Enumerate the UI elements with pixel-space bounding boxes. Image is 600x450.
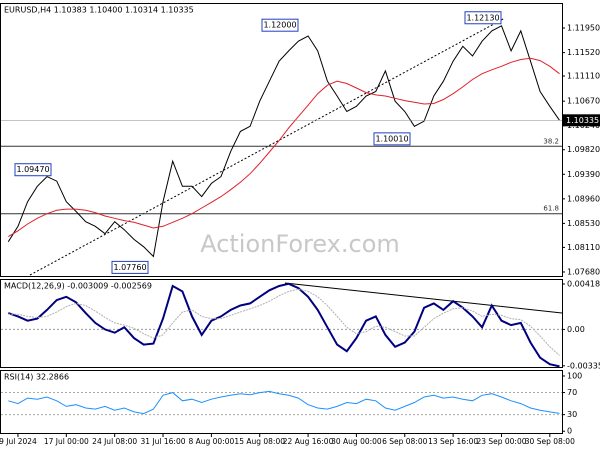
y-tick-label: 100 [567, 371, 582, 380]
x-tick-label: 15 Aug 08:00 [234, 437, 285, 446]
annotation-label: 1.07760 [113, 263, 146, 272]
y-tick-label: 1.11520 [567, 48, 600, 57]
x-tick-label: 24 Jul 08:00 [92, 437, 137, 446]
x-tick-label: 9 Jul 2024 [0, 437, 37, 446]
rsi-panel [0, 370, 563, 434]
series-line [8, 57, 560, 238]
y-tick-label: 30 [567, 410, 577, 419]
annotation-box [111, 260, 149, 274]
y-tick-label: 1.10670 [567, 97, 600, 106]
price-panel [0, 3, 563, 277]
x-tick-label: 31 Jul 16:00 [141, 437, 186, 446]
y-tick-label: 1.08530 [567, 219, 600, 228]
level-label: 38.2 [543, 137, 559, 145]
annotation-box [464, 11, 502, 25]
y-tick-label: -0.003351 [567, 361, 600, 370]
current-price-label: 1.10335 [566, 116, 599, 125]
y-tick-label: 1.08110 [567, 243, 600, 252]
series-line [8, 288, 560, 356]
annotation-label: 1.12130 [466, 13, 499, 22]
y-tick-label: 0.00 [567, 325, 585, 334]
x-tick-label: 30 Sep 08:00 [525, 437, 575, 446]
annotation-box [14, 163, 52, 177]
macd-trend-line [284, 282, 563, 314]
y-tick-label: 1.07680 [567, 267, 600, 276]
current-price-box [563, 114, 600, 127]
x-tick-label: 23 Sep 00:00 [476, 437, 526, 446]
y-tick-label: 1.08960 [567, 194, 600, 203]
annotation-label: 1.09470 [16, 165, 49, 174]
annotation-box [261, 18, 299, 32]
y-tick-label: 0 [567, 427, 572, 436]
y-tick-label: 1.11950 [567, 24, 600, 33]
series-line [8, 390, 560, 415]
series-line [7, 282, 560, 368]
y-tick-label: 1.09820 [567, 145, 600, 154]
level-label: 61.8 [543, 205, 559, 213]
macd-header: MACD(12,26,9) -0.003009 -0.002569 [4, 282, 152, 291]
annotation-label: 1.12000 [263, 21, 296, 30]
macd-panel [0, 279, 563, 368]
x-tick-label: 13 Sep 16:00 [428, 437, 478, 446]
y-tick-label: 70 [567, 388, 577, 397]
y-tick-label: 1.09390 [567, 170, 600, 179]
price-header: EURUSD,H4 1.10383 1.10400 1.10314 1.1033… [4, 6, 194, 15]
x-tick-label: 17 Jul 00:00 [44, 437, 89, 446]
x-tick-label: 30 Aug 00:00 [331, 437, 382, 446]
y-tick-label: 1.11110 [567, 72, 600, 81]
x-tick-label: 8 Aug 00:00 [188, 437, 234, 446]
rsi-header: RSI(14) 32.2866 [4, 373, 69, 382]
watermark: ActionForex.com [200, 230, 400, 258]
x-tick-label: 22 Aug 16:00 [283, 437, 334, 446]
x-tick-label: 6 Sep 08:00 [382, 437, 428, 446]
annotation-label: 1.10010 [375, 134, 408, 143]
series-line [7, 25, 560, 258]
y-tick-label: 0.004181 [567, 280, 600, 289]
annotation-box [373, 132, 411, 146]
